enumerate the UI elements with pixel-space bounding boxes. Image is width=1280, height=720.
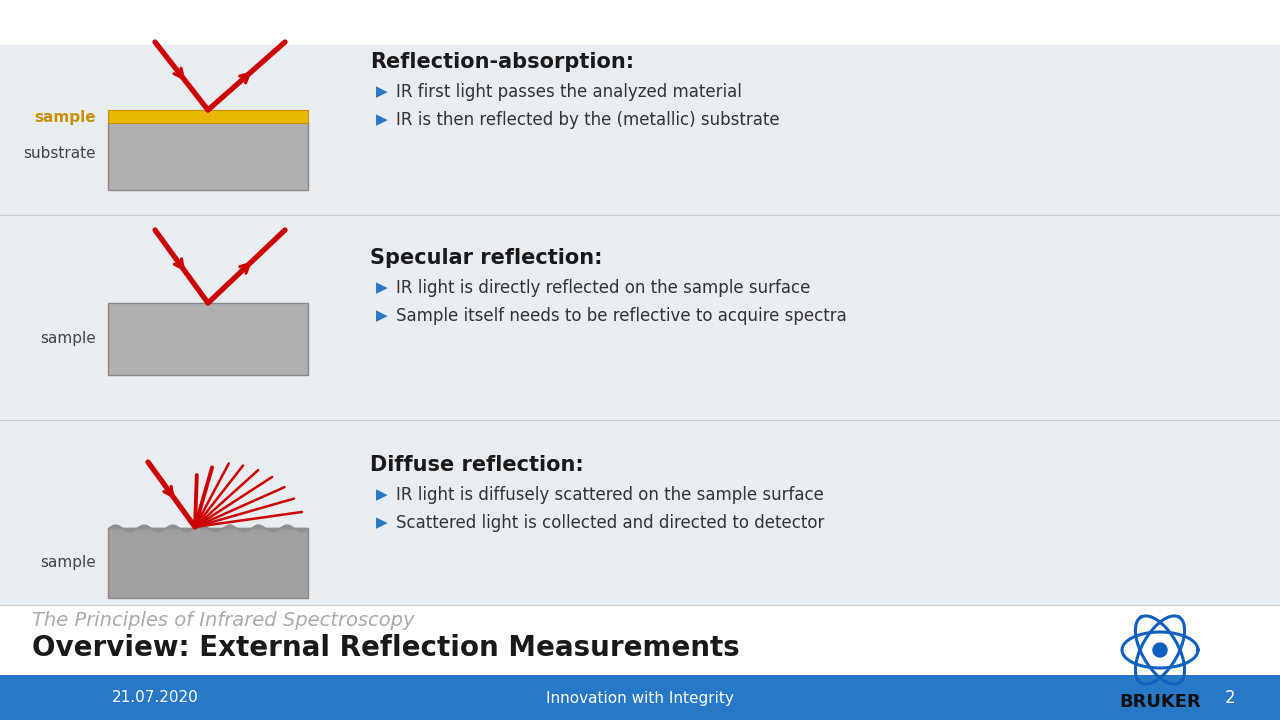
Text: Scattered light is collected and directed to detector: Scattered light is collected and directe… — [396, 514, 824, 532]
Bar — [108, 110, 308, 123]
Text: sample: sample — [35, 109, 96, 125]
Text: ▶: ▶ — [376, 487, 388, 503]
Text: ▶: ▶ — [376, 112, 388, 127]
Text: Sample itself needs to be reflective to acquire spectra: Sample itself needs to be reflective to … — [396, 307, 847, 325]
Text: IR first light passes the analyzed material: IR first light passes the analyzed mater… — [396, 83, 742, 101]
Text: IR is then reflected by the (metallic) substrate: IR is then reflected by the (metallic) s… — [396, 111, 780, 129]
Text: sample: sample — [40, 554, 96, 570]
Circle shape — [1153, 643, 1167, 657]
Text: Specular reflection:: Specular reflection: — [370, 248, 603, 268]
Text: sample: sample — [40, 330, 96, 346]
Text: The Principles of Infrared Spectroscopy: The Principles of Infrared Spectroscopy — [32, 611, 415, 629]
Bar — [0, 45, 1280, 605]
Text: ▶: ▶ — [376, 281, 388, 295]
Text: substrate: substrate — [23, 145, 96, 161]
Text: ▶: ▶ — [376, 308, 388, 323]
Text: BRUKER: BRUKER — [1119, 693, 1201, 711]
Bar — [108, 528, 308, 598]
Bar — [108, 303, 308, 375]
Text: Reflection-absorption:: Reflection-absorption: — [370, 52, 634, 72]
Bar — [108, 122, 308, 190]
Text: Innovation with Integrity: Innovation with Integrity — [547, 690, 733, 706]
Text: IR light is directly reflected on the sample surface: IR light is directly reflected on the sa… — [396, 279, 810, 297]
Text: Overview: External Reflection Measurements: Overview: External Reflection Measuremen… — [32, 634, 740, 662]
Bar — [0, 675, 1280, 720]
Text: ▶: ▶ — [376, 84, 388, 99]
Text: 21.07.2020: 21.07.2020 — [111, 690, 198, 706]
Text: 2: 2 — [1225, 689, 1235, 707]
Text: IR light is diffusely scattered on the sample surface: IR light is diffusely scattered on the s… — [396, 486, 824, 504]
Text: ▶: ▶ — [376, 516, 388, 531]
Text: Diffuse reflection:: Diffuse reflection: — [370, 455, 584, 475]
